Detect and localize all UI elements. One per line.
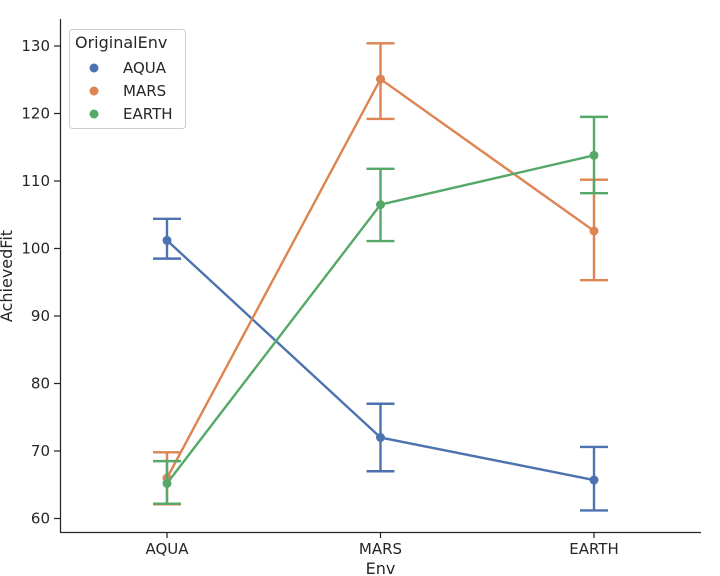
legend-frame: [69, 29, 186, 129]
data-point-earth: [376, 200, 385, 210]
y-axis-label: AchievedFit: [0, 230, 16, 322]
data-point-aqua: [376, 433, 385, 442]
legend-label-aqua: AQUA: [123, 59, 167, 77]
series-aqua: [153, 217, 608, 512]
legend-marker-earth: [89, 109, 99, 119]
legend-marker-aqua: [89, 63, 99, 73]
y-axis-ticks: 60 70 80 90 100 110 120 130: [21, 37, 60, 528]
data-point-earth: [162, 478, 172, 488]
y-tick-label: 110: [21, 172, 50, 190]
y-tick-label: 80: [31, 375, 50, 393]
legend-label-earth: EARTH: [123, 105, 173, 123]
y-tick-label: 100: [21, 240, 50, 258]
legend-title: OriginalEnv: [75, 33, 167, 52]
legend: OriginalEnv AQUA MARS EARTH: [69, 29, 186, 129]
x-axis-ticks: AQUA MARS EARTH: [145, 532, 619, 558]
series-earth: [153, 115, 608, 505]
legend-label-mars: MARS: [123, 82, 166, 100]
data-point-mars: [589, 226, 599, 236]
data-point-aqua: [162, 235, 172, 245]
y-tick-label: 70: [31, 442, 50, 460]
data-point-aqua: [589, 475, 599, 485]
x-tick-label: MARS: [359, 540, 402, 558]
plot-series: [153, 42, 608, 512]
data-point-earth: [589, 150, 599, 160]
x-axis-label: Env: [366, 559, 396, 576]
legend-entries: AQUA MARS EARTH: [89, 59, 173, 123]
y-tick-label: 60: [31, 510, 50, 528]
y-tick-label: 90: [31, 307, 50, 325]
data-point-mars: [376, 74, 385, 84]
x-tick-label: AQUA: [145, 540, 189, 558]
y-tick-label: 130: [21, 37, 50, 55]
legend-marker-mars: [89, 86, 99, 96]
x-tick-label: EARTH: [569, 540, 619, 558]
y-tick-label: 120: [21, 105, 50, 123]
